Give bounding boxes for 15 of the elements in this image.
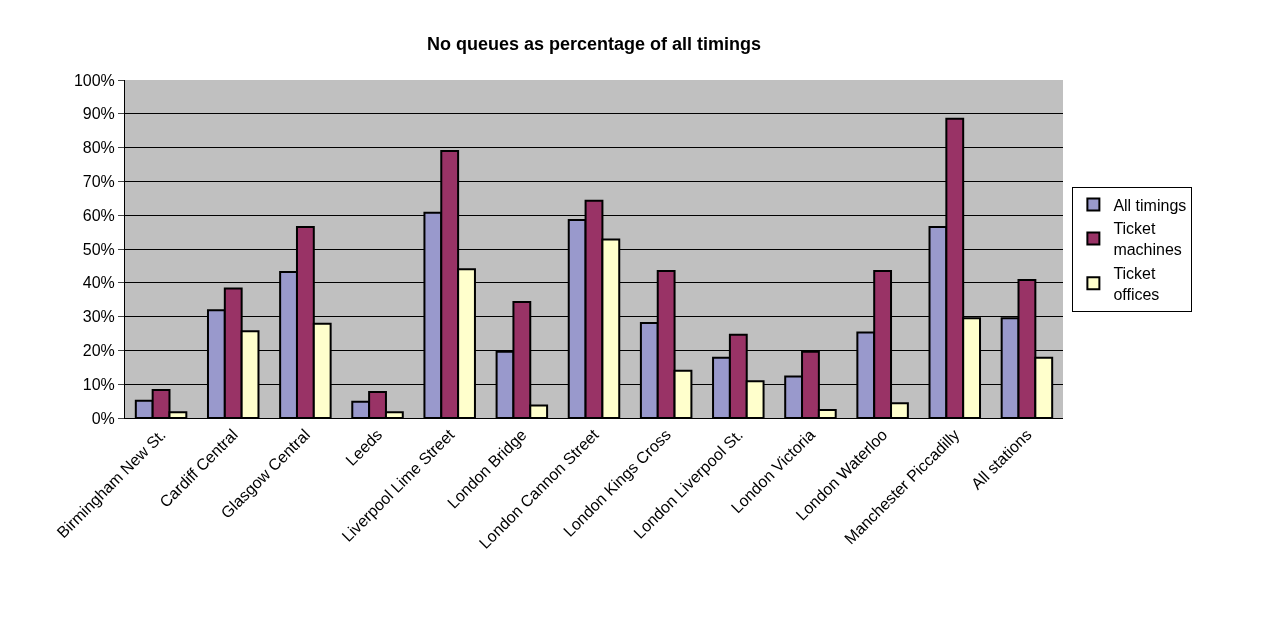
y-tick-label: 20% bbox=[82, 342, 115, 359]
y-tick-label: 60% bbox=[82, 206, 115, 224]
legend-label: All timings bbox=[1113, 196, 1187, 214]
chart-title: No queues as percentage of all timings bbox=[426, 33, 762, 54]
y-tick-label: 90% bbox=[82, 105, 115, 123]
legend-label: Ticket machines bbox=[1113, 220, 1182, 259]
y-tick-label: 30% bbox=[82, 308, 115, 326]
y-tick-label: 10% bbox=[82, 375, 115, 393]
y-tick-label: 70% bbox=[82, 173, 115, 190]
y-tick-label: 80% bbox=[82, 139, 115, 157]
y-tick-label: 50% bbox=[82, 240, 115, 258]
y-tick-label: 40% bbox=[82, 274, 115, 292]
y-tick-label: 0% bbox=[91, 409, 115, 427]
legend-label: Ticket offices bbox=[1113, 265, 1160, 303]
y-tick-label: 100% bbox=[73, 71, 115, 89]
